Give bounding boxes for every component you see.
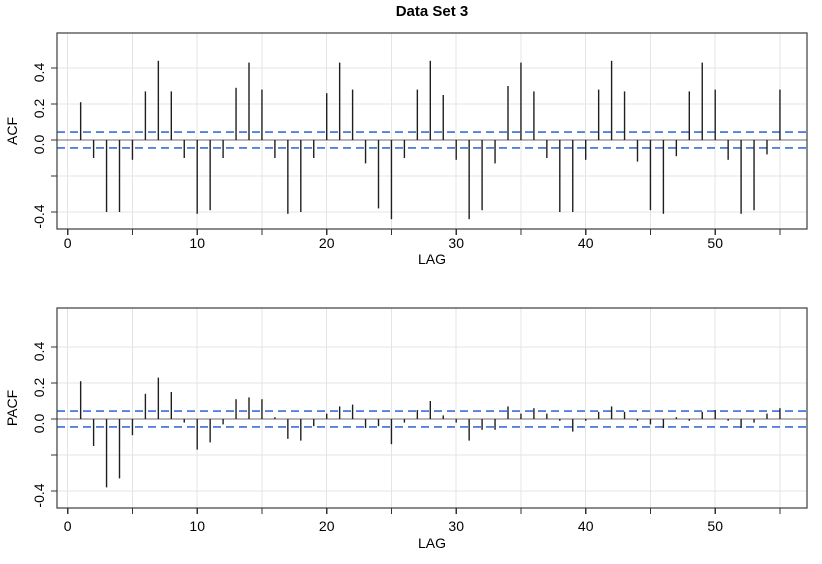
- gridlines: [57, 33, 807, 229]
- svg-text:30: 30: [448, 518, 464, 534]
- svg-text:20: 20: [319, 518, 335, 534]
- svg-text:PACF: PACF: [4, 390, 20, 426]
- svg-text:50: 50: [707, 235, 723, 251]
- acf-chart: 0 10 20 30 40 50 LAG 0.4 0.2 0.0 -0.4 ACF: [4, 32, 808, 267]
- x-axis: 0 10 20 30 40 50 LAG: [64, 508, 781, 551]
- svg-text:0: 0: [64, 518, 72, 534]
- svg-text:0.2: 0.2: [31, 99, 47, 119]
- svg-text:0.0: 0.0: [31, 135, 47, 155]
- svg-text:0.4: 0.4: [31, 63, 47, 83]
- svg-text:10: 10: [189, 518, 205, 534]
- svg-text:0.4: 0.4: [31, 342, 47, 362]
- gridlines: [57, 308, 807, 508]
- svg-text:20: 20: [319, 235, 335, 251]
- y-axis: 0.4 0.2 0.0 -0.4 ACF: [4, 63, 57, 229]
- svg-text:40: 40: [578, 235, 594, 251]
- svg-text:0.0: 0.0: [31, 414, 47, 434]
- pacf-chart: 0 10 20 30 40 50 LAG 0.4 0.2 0.0 -0.4 PACF: [4, 307, 808, 551]
- svg-text:30: 30: [448, 235, 464, 251]
- plot-frame: [56, 32, 808, 230]
- svg-text:LAG: LAG: [418, 251, 446, 267]
- svg-text:0.2: 0.2: [31, 378, 47, 398]
- y-axis: 0.4 0.2 0.0 -0.4 PACF: [4, 342, 57, 508]
- svg-text:10: 10: [189, 235, 205, 251]
- svg-text:0: 0: [64, 235, 72, 251]
- svg-text:50: 50: [707, 518, 723, 534]
- plot-frame: [56, 307, 808, 509]
- svg-text:-0.4: -0.4: [31, 204, 47, 228]
- svg-text:ACF: ACF: [4, 117, 20, 145]
- x-axis: 0 10 20 30 40 50 LAG: [64, 229, 781, 267]
- acf-bars: [79, 60, 781, 220]
- svg-text:-0.4: -0.4: [31, 483, 47, 507]
- svg-text:40: 40: [578, 518, 594, 534]
- svg-text:LAG: LAG: [418, 535, 446, 551]
- pacf-bars: [79, 377, 781, 488]
- chart-title: Data Set 3: [395, 3, 469, 20]
